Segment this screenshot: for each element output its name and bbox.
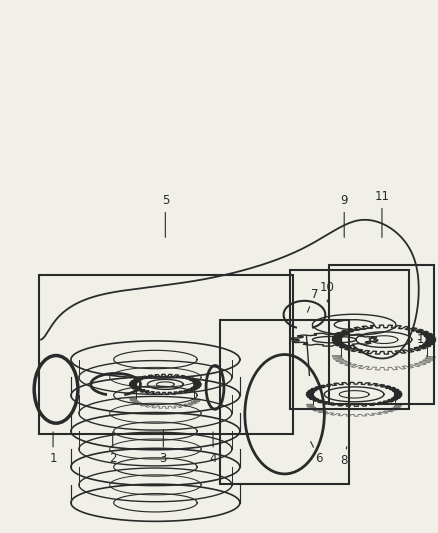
Text: 2: 2 — [109, 432, 117, 465]
Bar — [329, 265, 434, 404]
Text: 1: 1 — [49, 432, 57, 465]
Bar — [220, 320, 349, 484]
Text: 10: 10 — [320, 281, 335, 302]
Text: 5: 5 — [162, 194, 169, 237]
Bar — [39, 275, 293, 434]
Text: 6: 6 — [311, 441, 323, 465]
Text: 9: 9 — [340, 194, 348, 237]
Text: 11: 11 — [374, 190, 389, 237]
Text: 4: 4 — [209, 432, 217, 465]
Text: 3: 3 — [160, 430, 167, 465]
Text: 8: 8 — [340, 447, 348, 467]
Bar — [290, 270, 409, 409]
Text: 7: 7 — [307, 288, 318, 312]
Text: 12: 12 — [416, 333, 431, 346]
